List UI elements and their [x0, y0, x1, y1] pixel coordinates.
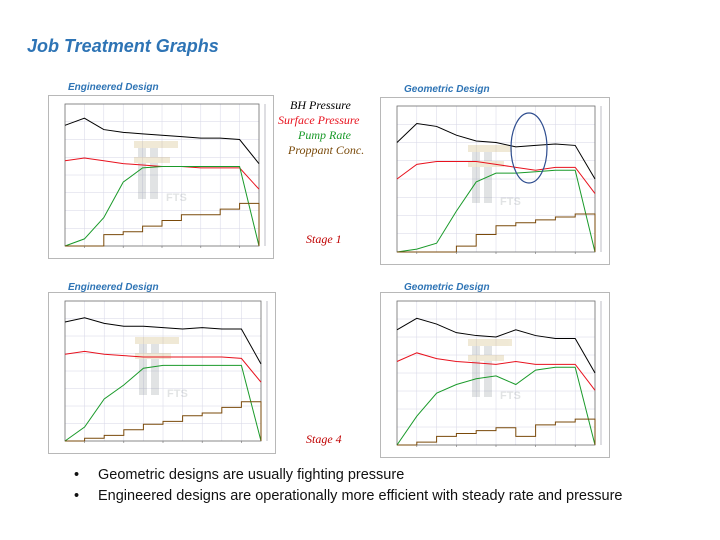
chart-frame: FTS	[48, 292, 276, 454]
chart-title: Geometric Design	[404, 282, 490, 293]
watermark-text: FTS	[167, 388, 188, 400]
chart-plot: FTS	[64, 103, 266, 248]
fts-watermark-icon: FTS	[468, 339, 521, 402]
watermark-bar	[468, 339, 512, 346]
watermark-bar	[135, 337, 179, 344]
chart-frame: FTS	[48, 95, 274, 259]
series-line-pump-rate	[64, 165, 260, 247]
legend-entry: Surface Pressure	[278, 113, 360, 127]
legend-entry: Proppant Conc.	[288, 143, 365, 157]
series-line-bh-pressure	[396, 317, 596, 374]
series-line-proppant-conc	[397, 418, 596, 446]
series-line-surface-pressure	[64, 350, 262, 383]
series-line-bh-pressure	[64, 117, 260, 164]
watermark-bar	[472, 343, 480, 397]
series-line-surface-pressure	[396, 352, 596, 391]
watermark-bar	[134, 141, 178, 148]
bullet-list: • Geometric designs are usually fighting…	[74, 465, 714, 507]
series-line-bh-pressure	[396, 122, 596, 180]
watermark-bar	[468, 355, 504, 361]
watermark-bar	[468, 145, 512, 152]
series-line-pump-rate	[396, 169, 596, 253]
chart-plot: FTS	[396, 300, 602, 447]
series-line-bh-pressure	[64, 317, 262, 365]
stage-label: Stage 1	[306, 232, 342, 246]
series-line-pump-rate	[64, 364, 262, 442]
watermark-bar	[484, 343, 492, 397]
bullet-item: • Engineered designs are operationally m…	[74, 486, 714, 507]
watermark-bar	[135, 353, 171, 359]
chart-title: Geometric Design	[404, 84, 490, 95]
chart-frame: FTS	[380, 292, 610, 458]
watermark-text: FTS	[166, 192, 187, 204]
series-line-surface-pressure	[396, 160, 596, 194]
chart-title: Engineered Design	[68, 82, 159, 93]
chart-frame: FTS	[380, 97, 610, 265]
slide-title: Job Treatment Graphs	[27, 36, 219, 56]
stage-label: Stage 4	[306, 432, 342, 446]
chart-title: Engineered Design	[68, 282, 159, 293]
fts-watermark-icon: FTS	[468, 145, 521, 208]
bullet-text: Engineered designs are operationally mor…	[98, 488, 623, 504]
series-line-proppant-conc	[65, 202, 260, 247]
watermark-bar	[472, 149, 480, 203]
series-line-pump-rate	[396, 366, 596, 446]
watermark-bar	[468, 161, 504, 167]
watermark-bar	[134, 157, 170, 163]
chart-plot: FTS	[64, 300, 268, 443]
legend-entry: Pump Rate	[298, 128, 351, 142]
watermark-bar	[484, 149, 492, 203]
bullet-text: Geometric designs are usually fighting p…	[98, 467, 405, 483]
watermark-bar	[138, 145, 146, 199]
watermark-text: FTS	[500, 196, 521, 208]
bullet-dot-icon: •	[74, 488, 80, 504]
watermark-text: FTS	[500, 390, 521, 402]
highlight-circle	[510, 112, 548, 184]
watermark-bar	[151, 341, 159, 395]
bullet-item: • Geometric designs are usually fighting…	[74, 465, 714, 486]
series-line-proppant-conc	[65, 401, 262, 442]
bullet-dot-icon: •	[74, 467, 80, 483]
watermark-bar	[150, 145, 158, 199]
legend-entry: BH Pressure	[290, 98, 351, 112]
fts-watermark-icon: FTS	[134, 141, 187, 204]
chart-plot: FTS	[396, 105, 602, 254]
